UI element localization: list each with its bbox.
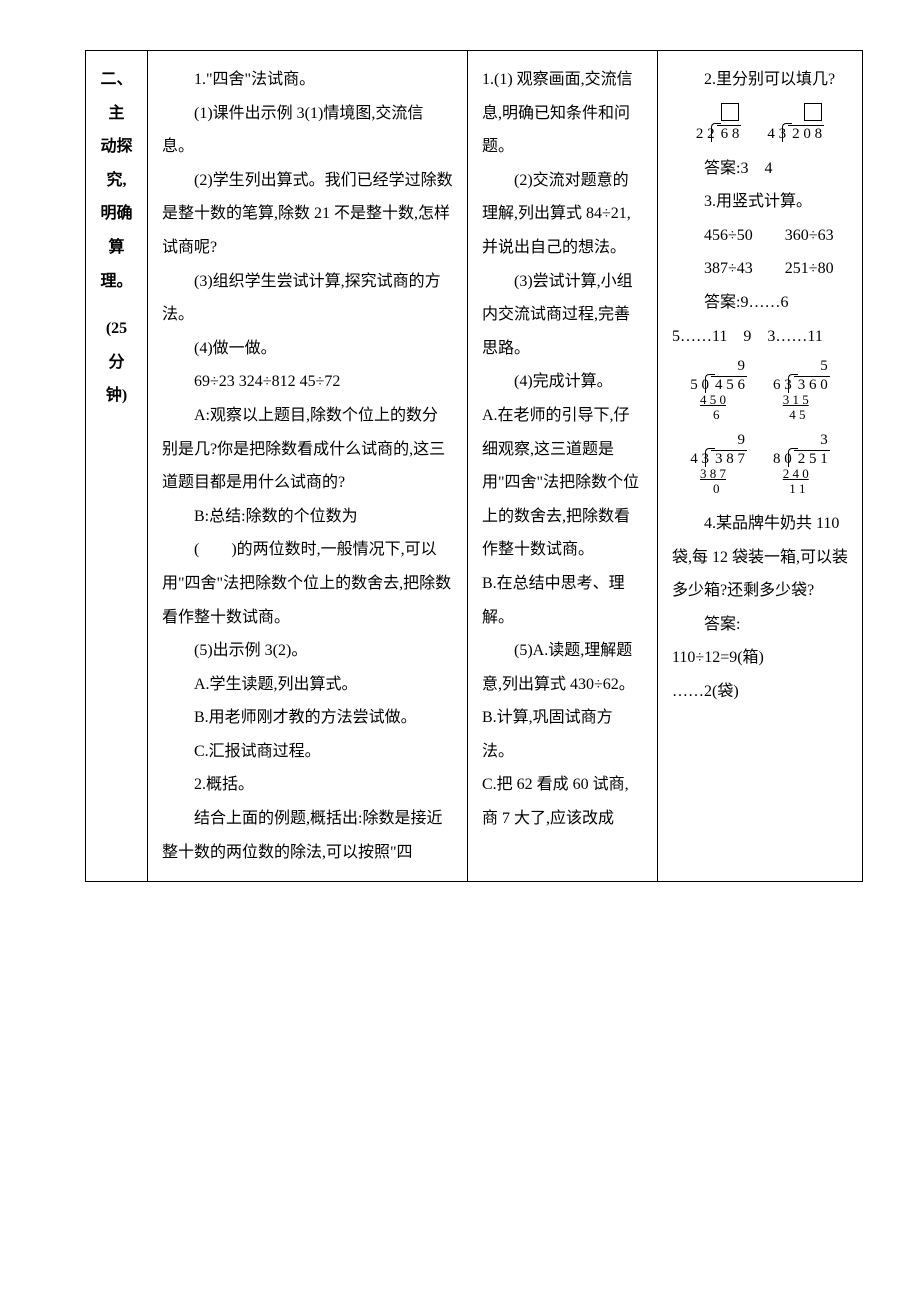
q3-work-row1: 9 5 0 4 5 6 4 5 0 6 5 6 3 3 6 0 3 1 5 4 …	[672, 359, 848, 423]
q2-long-divisions: 2 2 6 8 4 3 2 0 8	[672, 103, 848, 142]
student-activity-cell: 1.(1) 观察画面,交流信息,明确已知条件和问题。 (2)交流对题意的理解,列…	[468, 51, 658, 882]
q4-answer-2: ……2(袋)	[672, 675, 848, 709]
practice-exprs: 69÷23 324÷812 45÷72	[162, 365, 453, 399]
step-1-4: (4)做一做。	[162, 332, 453, 366]
q3-title: 3.用竖式计算。	[672, 185, 848, 219]
q3-answer-line1: 答案:9……6	[672, 286, 848, 320]
s-step-B: B.在总结中思考、理解。	[482, 567, 643, 634]
work-2: 5 6 3 3 6 0 3 1 5 4 5	[773, 359, 830, 423]
summary-2: 结合上面的例题,概括出:除数是接近整十数的两位数的除法,可以按照"四	[162, 802, 453, 869]
heading-2: 2.概括。	[162, 768, 453, 802]
s-step-5B: B.计算,巩固试商方法。	[482, 701, 643, 768]
s-step-2: (2)交流对题意的理解,列出算式 84÷21,并说出自己的想法。	[482, 164, 643, 265]
q4-answer-1: 110÷12=9(箱)	[672, 641, 848, 675]
s-step-3: (3)尝试计算,小组内交流试商过程,完善思路。	[482, 265, 643, 366]
long-division-2: 4 3 2 0 8	[767, 103, 824, 142]
work-1: 9 5 0 4 5 6 4 5 0 6	[690, 359, 747, 423]
blank-box-icon	[804, 103, 822, 121]
blank-box-icon	[721, 103, 739, 121]
section-line: 明确算	[100, 197, 133, 264]
section-line: 二、主	[100, 63, 133, 130]
step-1-5: (5)出示例 3(2)。	[162, 634, 453, 668]
section-line: (25	[100, 312, 133, 346]
work-3: 9 4 3 3 8 7 3 8 7 0	[690, 433, 747, 497]
section-line: 动探究,	[100, 130, 133, 197]
step-B: B.用老师刚才教的方法尝试做。	[162, 701, 453, 735]
q3-work-row2: 9 4 3 3 8 7 3 8 7 0 3 8 0 2 5 1 2 4 0 1 …	[672, 433, 848, 497]
q3-row2: 387÷43 251÷80	[672, 252, 848, 286]
q3-answer-line2: 5……11 9 3……11	[672, 320, 848, 354]
heading-1: 1."四舍"法试商。	[162, 63, 453, 97]
q3-row1: 456÷50 360÷63	[672, 219, 848, 253]
teacher-activity-cell: 1."四舍"法试商。 (1)课件出示例 3(1)情境图,交流信息。 (2)学生列…	[148, 51, 468, 882]
section-line: 理。	[100, 265, 133, 299]
q2-answer: 答案:3 4	[672, 152, 848, 186]
step-C: C.汇报试商过程。	[162, 735, 453, 769]
work-4: 3 8 0 2 5 1 2 4 0 1 1	[773, 433, 830, 497]
question-A: A:观察以上题目,除数个位上的数分别是几?你是把除数看成什么试商的,这三道题目都…	[162, 399, 453, 500]
s-step-4: (4)完成计算。	[482, 365, 643, 399]
practice-cell: 2.里分别可以填几? 2 2 6 8 4 3 2 0 8	[658, 51, 863, 882]
q2-text: 2.里分别可以填几?	[672, 63, 848, 97]
step-1-3: (3)组织学生尝试计算,探究试商的方法。	[162, 265, 453, 332]
section-line: 分钟)	[100, 346, 133, 413]
s-step-A: A.在老师的引导下,仔细观察,这三道题是用"四舍"法把除数个位上的数舍去,把除数…	[482, 399, 643, 567]
s-step-5A: (5)A.读题,理解题意,列出算式 430÷62。	[482, 634, 643, 701]
step-1-1: (1)课件出示例 3(1)情境图,交流信息。	[162, 97, 453, 164]
q4-answer-label: 答案:	[672, 608, 848, 642]
lesson-table: 二、主 动探究, 明确算 理。 (25 分钟) 1."四舍"法试商。 (1)课件…	[85, 50, 863, 882]
s-step-1: 1.(1) 观察画面,交流信息,明确已知条件和问题。	[482, 63, 643, 164]
section-label-cell: 二、主 动探究, 明确算 理。 (25 分钟)	[86, 51, 148, 882]
q4-text: 4.某品牌牛奶共 110 袋,每 12 袋装一箱,可以装多少箱?还剩多少袋?	[672, 507, 848, 608]
s-step-5C: C.把 62 看成 60 试商,商 7 大了,应该改成	[482, 768, 643, 835]
step-A: A.学生读题,列出算式。	[162, 668, 453, 702]
long-division-1: 2 2 6 8	[696, 103, 742, 142]
summary-B-2: ( )的两位数时,一般情况下,可以用"四舍"法把除数个位上的数舍去,把除数看作整…	[162, 533, 453, 634]
summary-B-1: B:总结:除数的个位数为	[162, 500, 453, 534]
step-1-2: (2)学生列出算式。我们已经学过除数是整十数的笔算,除数 21 不是整十数,怎样…	[162, 164, 453, 265]
